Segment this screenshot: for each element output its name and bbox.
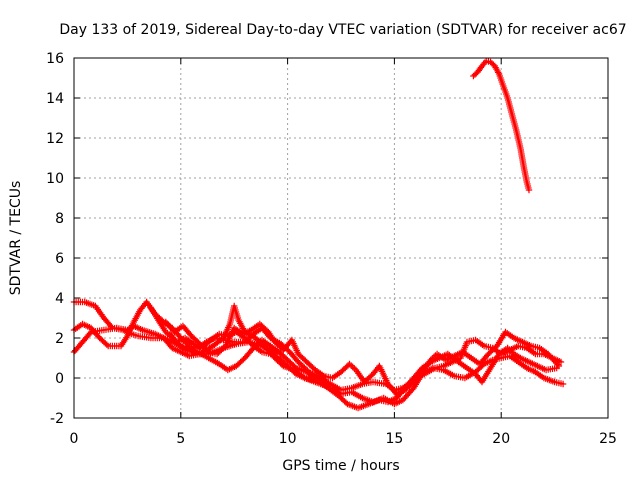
- y-tick-label: 6: [55, 251, 64, 267]
- tick-labels: 0 5 10 15 20 25 -2 0 2 4 6 8 10 12 14 16: [46, 51, 617, 447]
- x-axis-label: GPS time / hours: [282, 458, 399, 474]
- plot-frame: [73, 57, 609, 419]
- y-tick-label: 16: [46, 51, 64, 67]
- grid: [74, 58, 608, 418]
- y-tick-label: 10: [46, 171, 64, 187]
- series-trace-7: [470, 57, 533, 194]
- series-trace-6: [162, 318, 563, 398]
- x-tick-label: 5: [176, 431, 185, 447]
- series-markers: [162, 318, 563, 398]
- y-tick-label: 14: [46, 91, 64, 107]
- y-tick-label: 8: [55, 211, 64, 227]
- chart-title: Day 133 of 2019, Sidereal Day-to-day VTE…: [59, 22, 626, 38]
- y-tick-label: 0: [55, 371, 64, 387]
- x-tick-label: 15: [385, 431, 403, 447]
- y-tick-label: 2: [55, 331, 64, 347]
- y-tick-label: -2: [50, 411, 64, 427]
- series-markers: [470, 57, 533, 194]
- x-tick-label: 25: [599, 431, 617, 447]
- axis-ticks: [73, 57, 609, 419]
- x-tick-label: 0: [70, 431, 79, 447]
- plot-area: [70, 57, 567, 412]
- x-tick-label: 20: [492, 431, 510, 447]
- x-tick-label: 10: [279, 431, 297, 447]
- y-tick-label: 4: [55, 291, 64, 307]
- y-tick-label: 12: [46, 131, 64, 147]
- y-axis-label: SDTVAR / TECUs: [8, 181, 24, 296]
